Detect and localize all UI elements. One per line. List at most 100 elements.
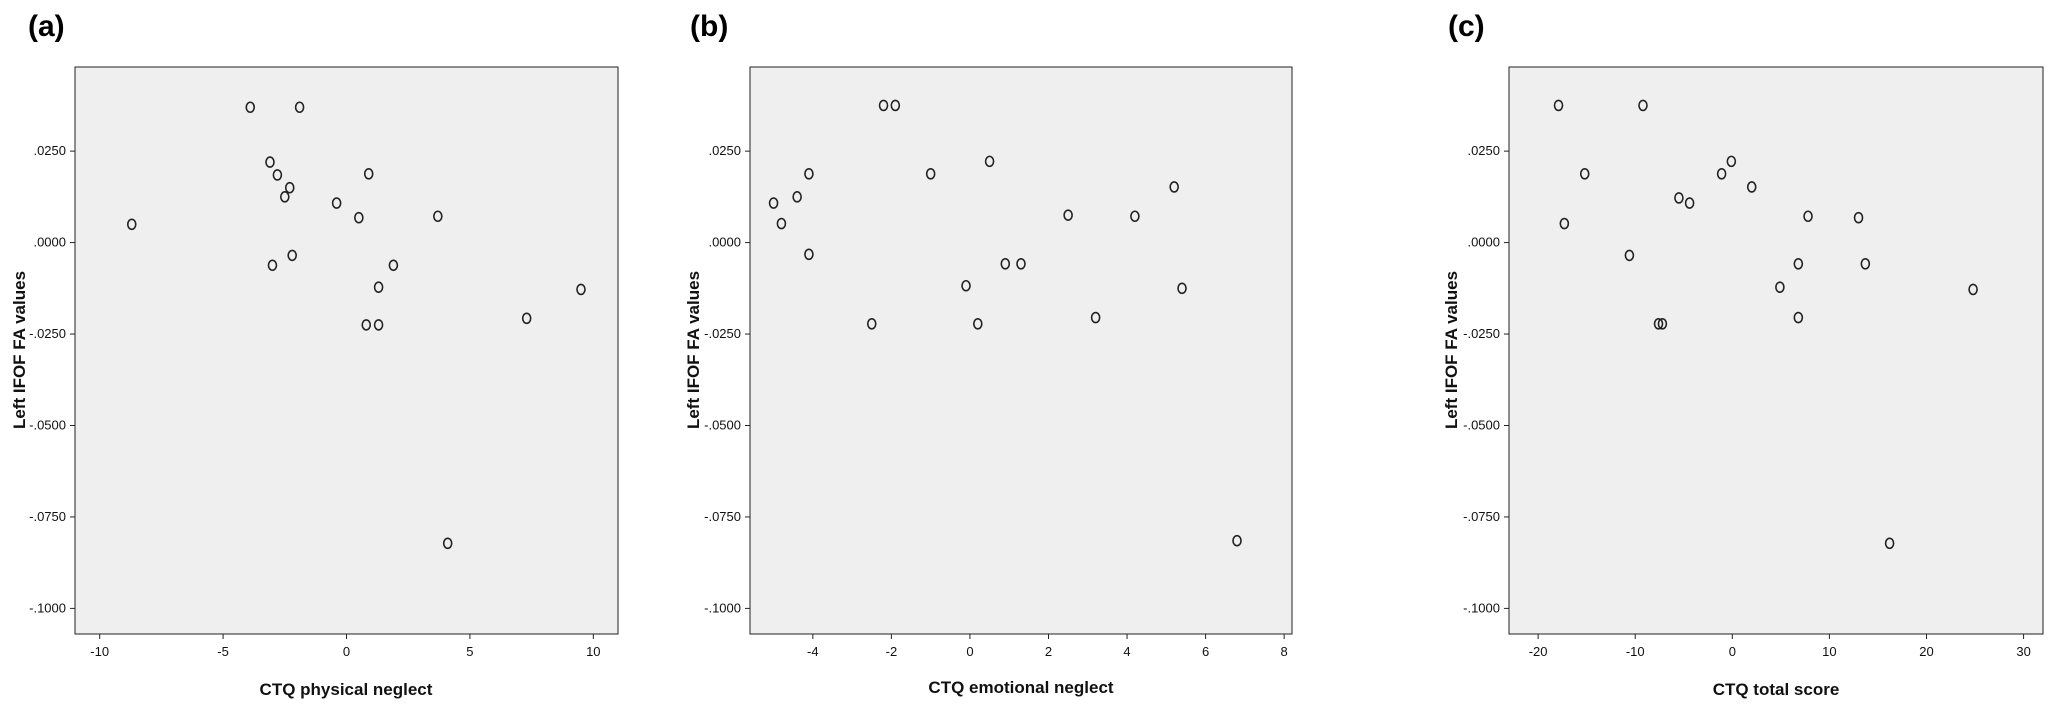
panel-a-x-tick-label: 10 [586, 644, 600, 659]
panel-b-x-tick-label: 0 [966, 644, 973, 659]
panel-c-data-point [1746, 181, 1757, 193]
panel-a-data-point [373, 319, 384, 331]
panel-a-data-point [272, 169, 283, 181]
panel-a-data-point [354, 211, 364, 224]
panel-c-points [1553, 99, 1978, 550]
panel-a-data-point [433, 210, 443, 223]
panel-a-y-tick-label: -.1000 [29, 600, 66, 615]
panel-c-data-point [1775, 281, 1785, 294]
panel-c: (c) .0250 .0000 -.0250 -.0500 -.0750 -.1000 -… [1442, 10, 2044, 699]
panel-b-y-axis-label: Left IFOF FA values [684, 271, 703, 429]
panel-c-data-point [1674, 192, 1684, 204]
panel-c-data-point [1653, 317, 1664, 330]
panel-a-x-tick-label: -10 [90, 644, 109, 659]
panel-b: (b) .0250 .0000 -.0250 -.0500 -.0750 -.1000 -… [684, 10, 1293, 697]
panel-c-y-axis-label: Left IFOF FA values [1442, 271, 1461, 429]
panel-b-data-point [890, 99, 901, 112]
panel-b-data-point [961, 279, 971, 292]
panel-a-data-point [373, 281, 384, 294]
panel-c-data-point [1638, 99, 1648, 112]
panel-a-data-point [126, 218, 137, 231]
panel-a: (a) .0250 .0000 -.0250 -.0500 -.0750 -.1000 -… [10, 10, 619, 699]
panel-b-data-point [866, 317, 877, 330]
panel-c-x-tick-label: 30 [2016, 644, 2030, 659]
panel-c-data-point [1726, 155, 1737, 168]
panel-a-data-point [363, 168, 374, 180]
panel-a-data-point [287, 249, 298, 262]
panel-b-data-point [925, 168, 936, 180]
panel-a-data-point [442, 537, 453, 550]
panel-c-data-point [1553, 99, 1564, 112]
panel-c-data-point [1968, 283, 1978, 296]
panel-a-letter: (a) [28, 10, 65, 43]
panel-b-data-point [1063, 209, 1073, 221]
panel-b-plot-area [749, 66, 1293, 635]
panel-b-letter: (b) [690, 10, 728, 43]
panel-b-y-ticks: .0250 .0000 -.0250 -.0500 -.0750 -.1000 [704, 143, 750, 615]
panel-a-x-tick-label: 5 [466, 644, 473, 659]
panel-a-data-point [279, 191, 290, 203]
panel-b-data-point [878, 99, 889, 112]
panel-b-y-tick-label: -.0250 [704, 326, 741, 341]
panel-c-y-tick-label: .0000 [1467, 235, 1500, 250]
panel-a-data-point [267, 259, 278, 272]
panel-b-data-point [804, 248, 814, 261]
panel-c-data-point [1793, 311, 1804, 324]
panel-c-data-point [1657, 317, 1668, 330]
panel-a-plot-area [74, 66, 619, 635]
panel-c-y-tick-label: -.0250 [1463, 326, 1500, 341]
panel-a-points [126, 101, 586, 550]
panel-b-x-tick-label: 4 [1123, 644, 1130, 659]
panel-c-data-point [1559, 217, 1570, 230]
panel-c-y-tick-label: -.0750 [1463, 509, 1500, 524]
panel-c-x-tick-label: -20 [1529, 644, 1548, 659]
panel-a-data-point [388, 259, 399, 272]
panel-b-data-point [1016, 258, 1026, 270]
panel-a-x-ticks: -10 -5 0 5 10 [90, 634, 601, 659]
panel-b-x-tick-label: -2 [886, 644, 898, 659]
panel-c-y-tick-label: .0250 [1467, 143, 1500, 158]
panel-b-data-point [1177, 282, 1187, 295]
panel-c-x-tick-label: -10 [1626, 644, 1645, 659]
panel-c-data-point [1860, 258, 1871, 270]
panel-b-data-point [1090, 311, 1101, 324]
panel-b-y-tick-label: -.1000 [704, 600, 741, 615]
panel-c-data-point [1803, 210, 1813, 223]
panel-c-x-axis-label: CTQ total score [1713, 680, 1840, 699]
panel-c-data-point [1624, 249, 1635, 262]
panel-b-data-point [792, 191, 802, 203]
panel-a-data-point [576, 283, 586, 296]
panel-c-data-point [1684, 197, 1695, 209]
panel-c-x-tick-label: 0 [1729, 644, 1736, 659]
panel-c-data-point [1716, 168, 1727, 180]
panel-b-y-tick-label: -.0500 [704, 417, 741, 432]
panel-c-x-tick-label: 10 [1822, 644, 1836, 659]
panel-a-data-point [521, 312, 532, 325]
panel-b-data-point [1232, 534, 1242, 547]
panel-a-data-point [245, 101, 256, 114]
panel-b-x-ticks: -4 -2 0 2 4 6 8 [807, 634, 1288, 659]
panel-b-data-point [984, 155, 995, 168]
panel-a-data-point [361, 319, 372, 331]
panel-b-data-point [1130, 210, 1140, 223]
panel-c-plot-area [1508, 66, 2044, 635]
panel-c-data-point [1884, 537, 1895, 550]
panel-a-y-tick-label: .0000 [33, 235, 66, 250]
panel-a-x-axis-label: CTQ physical neglect [260, 680, 433, 699]
panel-a-data-point [331, 197, 342, 209]
panel-b-points [768, 99, 1242, 547]
panel-b-y-tick-label: .0000 [708, 235, 741, 250]
panel-b-data-point [1169, 181, 1179, 193]
panel-b-x-tick-label: 8 [1281, 644, 1288, 659]
panel-b-data-point [776, 217, 787, 230]
panel-b-data-point [1000, 258, 1011, 270]
panel-b-y-tick-label: .0250 [708, 143, 741, 158]
panel-b-data-point [768, 197, 779, 209]
panel-c-data-point [1579, 168, 1590, 180]
panel-a-data-point [294, 101, 305, 114]
panel-a-y-tick-label: -.0750 [29, 509, 66, 524]
panel-a-y-ticks: .0250 .0000 -.0250 -.0500 -.0750 -.1000 [29, 143, 75, 615]
panel-a-y-tick-label: -.0500 [29, 417, 66, 432]
panel-b-y-tick-label: -.0750 [704, 509, 741, 524]
